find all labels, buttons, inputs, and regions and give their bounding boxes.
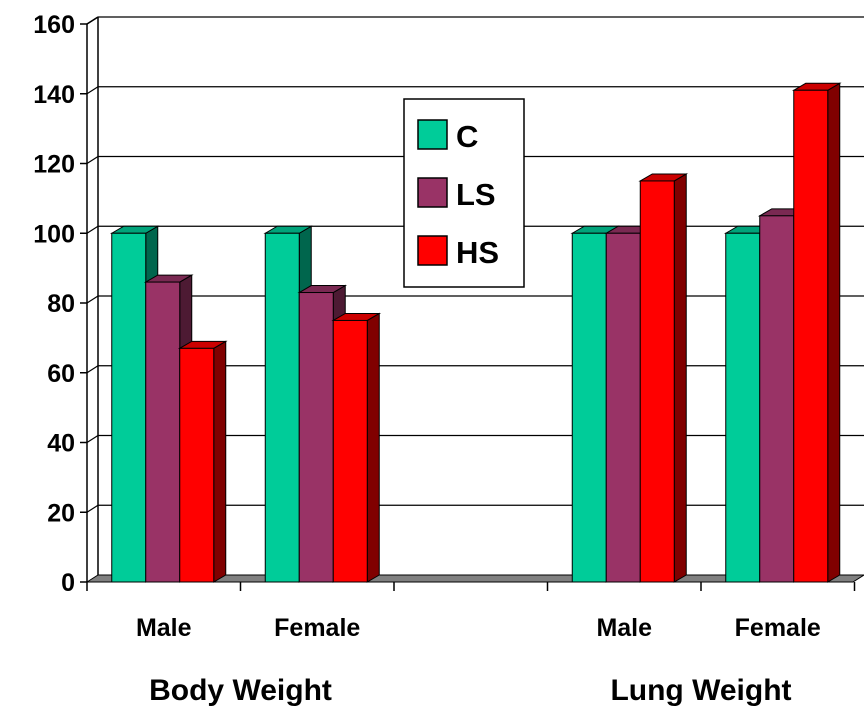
group-label-body-weight: Body Weight (149, 674, 332, 707)
bar-c-4-front (725, 232, 761, 583)
x-label-male-3: Male (596, 614, 652, 642)
bar-hs-3-front (639, 180, 675, 583)
legend: C LS HS (403, 98, 525, 288)
y-tick-label-120: 120 (33, 151, 75, 179)
bar-c-3-front (571, 232, 607, 583)
gridline-side-120 (86, 155, 99, 165)
bar-hs-4-side (827, 82, 841, 583)
y-tick-label-140: 140 (33, 81, 75, 109)
bar-hs-3 (638, 173, 689, 583)
bar-hs-1-front (332, 319, 368, 583)
y-tick-label-40: 40 (47, 430, 75, 458)
y-tick-label-0: 0 (61, 569, 75, 597)
legend-label-c: C (456, 119, 478, 154)
gridline-side-80 (86, 295, 99, 304)
gridline-side-20 (86, 504, 99, 513)
gridline-side-140 (86, 86, 99, 95)
x-label-male-0: Male (136, 614, 192, 642)
bar-hs-0-side (213, 340, 227, 583)
bar-ls-1-front (298, 292, 334, 583)
bar-ls-4-front (759, 215, 795, 583)
y-tick-label-160: 160 (33, 11, 75, 39)
group-label-lung-weight: Lung Weight (610, 674, 791, 707)
legend-swatch-ls (417, 177, 448, 208)
bar-hs-3-side (673, 173, 687, 583)
bars (109, 82, 842, 583)
bar-hs-1 (331, 312, 382, 583)
bar-c-1-front (264, 232, 300, 583)
gridline-side-60 (86, 365, 99, 374)
y-tick-label-20: 20 (47, 499, 75, 527)
x-label-female-1: Female (274, 614, 360, 642)
bar-hs-4 (791, 82, 842, 583)
bar-ls-3-front (605, 232, 641, 583)
y-tick-labels: 0 20 40 60 80 100 120 140 160 (33, 11, 75, 597)
gridline-side-100 (86, 225, 99, 234)
x-label-female-4: Female (735, 614, 821, 642)
bar-hs-4-front (793, 89, 829, 583)
bar-c-0-front (111, 232, 147, 583)
y-tick-label-80: 80 (47, 290, 75, 318)
y-tick-label-100: 100 (33, 220, 75, 248)
legend-swatch-hs (417, 235, 448, 266)
legend-label-hs: HS (456, 235, 499, 270)
bar-ls-0-front (145, 281, 181, 583)
y-tick-label-60: 60 (47, 360, 75, 388)
side-wall-top-edge (86, 16, 99, 25)
legend-label-ls: LS (456, 177, 496, 212)
gridline-side-40 (86, 434, 99, 444)
legend-swatch-c (417, 119, 448, 150)
bar-hs-1-side (366, 312, 380, 583)
x-category-labels: Male Female Male Female (136, 614, 821, 642)
group-labels: Body Weight Lung Weight (149, 674, 791, 707)
bar-hs-0-front (179, 347, 215, 583)
axes (80, 16, 856, 591)
bar-hs-0 (177, 340, 228, 583)
